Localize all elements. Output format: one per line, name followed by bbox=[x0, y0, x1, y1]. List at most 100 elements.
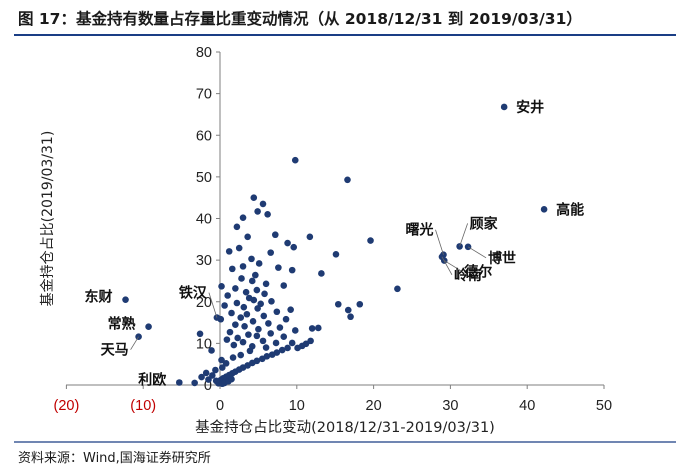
scatter-point bbox=[258, 355, 266, 363]
y-tick-label: 70 bbox=[196, 87, 212, 103]
scatter-point bbox=[290, 243, 298, 251]
scatter-point bbox=[259, 337, 267, 345]
point-label: 高能 bbox=[556, 201, 584, 218]
scatter-point bbox=[267, 330, 274, 337]
scatter-point bbox=[239, 214, 247, 221]
y-tick-label: 30 bbox=[196, 253, 212, 269]
scatter-point bbox=[280, 333, 288, 341]
scatter-point bbox=[259, 200, 267, 208]
scatter-point bbox=[394, 285, 401, 293]
scatter-point bbox=[252, 271, 259, 279]
scatter-point bbox=[264, 211, 271, 218]
scatter-point bbox=[307, 337, 314, 345]
scatter-point bbox=[261, 290, 268, 298]
scatter-point bbox=[260, 312, 268, 320]
scatter-point bbox=[223, 336, 231, 343]
scatter-point bbox=[225, 248, 233, 255]
scatter-point bbox=[233, 223, 241, 231]
point-label: 利欧 bbox=[138, 372, 166, 389]
scatter-point bbox=[282, 315, 290, 323]
scatter-point bbox=[230, 341, 238, 349]
scatter-point bbox=[265, 320, 272, 327]
scatter-point bbox=[191, 379, 198, 387]
scatter-point bbox=[244, 233, 251, 241]
point-label: 铁汉 bbox=[179, 285, 208, 302]
x-axis-title: 基金持仓占比变动(2018/12/31-2019/03/31) bbox=[195, 419, 495, 436]
scatter-point bbox=[262, 280, 270, 288]
scatter-point bbox=[294, 344, 301, 352]
scatter-point bbox=[208, 347, 215, 354]
scatter-point bbox=[276, 324, 284, 331]
scatter-point bbox=[315, 324, 322, 332]
x-tick-label: (20) bbox=[54, 398, 80, 414]
label-leader-line bbox=[435, 229, 444, 255]
scatter-point bbox=[232, 285, 239, 292]
data-points bbox=[122, 103, 548, 388]
scatter-point bbox=[238, 275, 245, 282]
scatter-point bbox=[250, 194, 258, 201]
y-tick-label: 40 bbox=[196, 212, 212, 228]
y-tick-label: 80 bbox=[196, 45, 212, 61]
scatter-point bbox=[212, 377, 220, 385]
x-tick-label: 10 bbox=[289, 398, 305, 414]
scatter-point bbox=[235, 244, 243, 252]
scatter-point bbox=[253, 332, 261, 340]
x-tick-label: 40 bbox=[519, 398, 535, 414]
point-label: 安井 bbox=[516, 99, 544, 116]
scatter-point bbox=[245, 331, 252, 338]
y-tick-label: 0 bbox=[204, 378, 212, 394]
scatter-point bbox=[248, 255, 255, 263]
scatter-point bbox=[308, 325, 316, 332]
labeled-point bbox=[540, 206, 548, 213]
scatter-point bbox=[267, 249, 274, 256]
point-label: 博世 bbox=[488, 250, 516, 267]
scatter-point bbox=[275, 264, 282, 271]
x-tick-label: 50 bbox=[596, 398, 612, 414]
scatter-point bbox=[272, 339, 280, 347]
y-axis-title: 基金持仓占比(2019/03/31) bbox=[39, 131, 56, 307]
scatter-point bbox=[234, 334, 241, 342]
point-label: 顾家 bbox=[470, 215, 499, 232]
y-tick-label: 50 bbox=[196, 170, 212, 186]
labeled-point bbox=[122, 296, 129, 303]
scatter-point bbox=[318, 270, 325, 277]
scatter-point bbox=[287, 306, 294, 313]
point-label: 曙光 bbox=[405, 222, 433, 239]
scatter-point bbox=[262, 344, 270, 351]
scatter-point bbox=[306, 233, 314, 241]
scatter-point bbox=[268, 351, 276, 358]
scatter-point bbox=[268, 298, 275, 305]
scatter-point bbox=[228, 375, 235, 383]
scatter-point bbox=[205, 376, 212, 383]
scatter-point bbox=[273, 308, 281, 316]
scatter-point bbox=[229, 354, 237, 361]
scatter-point bbox=[242, 288, 250, 296]
scatter-point bbox=[226, 328, 234, 336]
point-label: 德尔 bbox=[464, 264, 492, 281]
scatter-point bbox=[284, 344, 291, 352]
scatter-point bbox=[288, 339, 296, 347]
source-note: 资料来源：Wind,国海证券研究所 bbox=[18, 450, 211, 466]
scatter-point bbox=[288, 266, 296, 274]
scatter-point bbox=[202, 369, 210, 377]
scatter-point bbox=[232, 321, 239, 328]
scatter-point bbox=[278, 346, 286, 354]
scatter-point bbox=[241, 323, 248, 330]
scatter-point bbox=[280, 282, 288, 289]
scatter-point bbox=[284, 239, 291, 247]
scatter-point bbox=[239, 263, 247, 270]
scatter-point bbox=[255, 260, 263, 267]
scatter-point bbox=[253, 286, 261, 294]
y-tick-label: 60 bbox=[196, 128, 212, 144]
scatter-point bbox=[240, 303, 248, 311]
label-leader-line bbox=[444, 260, 463, 272]
point-label: 岭南 bbox=[454, 267, 482, 284]
label-leader-line bbox=[208, 292, 218, 318]
labeled-point bbox=[500, 103, 508, 111]
scatter-point bbox=[237, 314, 245, 321]
label-leader-line bbox=[467, 246, 487, 259]
scatter-point bbox=[249, 318, 257, 325]
scatter-point bbox=[228, 265, 236, 273]
